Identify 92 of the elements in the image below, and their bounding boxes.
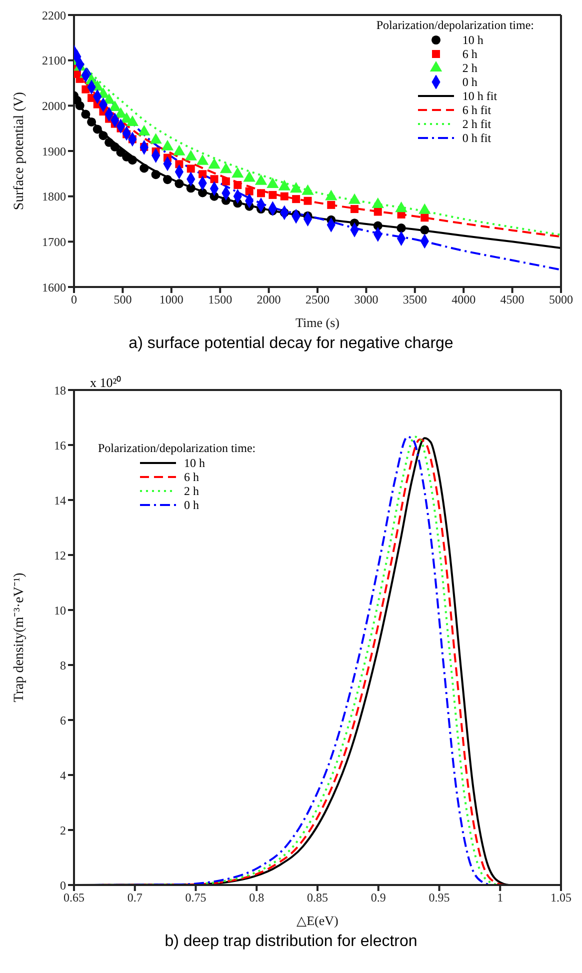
point	[420, 214, 429, 222]
legend-label: 0 h	[462, 74, 478, 90]
x-tick-label: 0.9	[370, 890, 386, 905]
legend-title: Polarization/depolarization time:	[376, 18, 534, 33]
y-tick-label: 0	[60, 878, 66, 892]
legend-label: 2 h	[184, 484, 199, 498]
x-tick-label: 1500	[208, 292, 232, 307]
x-tick-label: 4500	[500, 292, 524, 307]
x-tick-label: 0.75	[185, 890, 206, 905]
point	[116, 148, 126, 157]
y-axis-title: Surface potential (V)	[12, 92, 27, 210]
point	[292, 195, 300, 204]
x-tick-label: 0.8	[249, 890, 264, 905]
annotation: x 10²⁰	[90, 374, 122, 391]
point	[245, 187, 254, 196]
legend-label: 10 h	[462, 32, 484, 48]
point	[280, 192, 288, 200]
x-tick-label: 1	[497, 890, 504, 905]
point	[151, 170, 160, 180]
legend-label: 2 h fit	[462, 116, 492, 132]
point	[420, 225, 430, 234]
legend-label: 0 h fit	[462, 130, 492, 146]
point	[304, 196, 312, 205]
x-tick-label: 2500	[306, 292, 330, 307]
legend-label: 10 h	[184, 456, 205, 470]
point	[350, 205, 359, 214]
point	[98, 131, 108, 140]
y-tick-label: 1800	[42, 190, 66, 204]
y-tick-label: 2000	[42, 98, 66, 113]
point	[198, 170, 207, 178]
x-tick-label: 3500	[402, 292, 427, 307]
y-tick-label: 4	[60, 768, 66, 782]
x-tick-label: 0.95	[428, 890, 450, 905]
point	[92, 124, 102, 134]
point	[174, 179, 184, 188]
legend-label: 6 h	[184, 470, 199, 484]
x-tick-label: 0	[71, 292, 77, 307]
legend-label: 2 h	[462, 60, 478, 76]
y-tick-label: 12	[54, 548, 66, 562]
point	[198, 188, 208, 198]
y-tick-label: 2	[60, 823, 66, 838]
legend-label: 6 h fit	[462, 102, 492, 118]
y-axis-title: Trap density(m⁻³·eV⁻¹)	[12, 572, 27, 702]
point	[104, 138, 114, 147]
y-tick-label: 2200	[42, 8, 66, 22]
x-tick-label: 1000	[159, 292, 184, 307]
point	[208, 158, 220, 169]
x-tick-label: 3000	[354, 292, 378, 307]
x-tick-label: 500	[114, 292, 132, 307]
point	[110, 142, 120, 152]
x-tick-label: 4000	[452, 292, 476, 307]
x-tick-label: 0.7	[127, 890, 142, 905]
y-tick-label: 1600	[42, 280, 66, 294]
x-tick-label: 2000	[256, 292, 281, 307]
x-tick-label: 0.65	[64, 890, 84, 905]
x-axis-title: △E(eV)	[296, 913, 338, 928]
point	[396, 224, 406, 233]
point	[75, 101, 84, 110]
y-tick-label: 16	[54, 438, 66, 452]
point	[257, 189, 266, 198]
point	[222, 177, 230, 186]
x-tick-label: 5000	[549, 292, 573, 307]
y-tick-label: 18	[54, 383, 66, 398]
legend-label: 6 h	[462, 46, 478, 62]
point	[87, 117, 96, 126]
y-tick-label: 8	[60, 658, 66, 672]
point	[374, 208, 382, 216]
point	[162, 175, 172, 184]
y-tick-label: 14	[54, 493, 66, 508]
x-axis-title: Time (s)	[296, 315, 340, 330]
point	[186, 164, 195, 173]
point	[266, 178, 279, 188]
point	[327, 200, 336, 209]
text: b) deep trap distribution for electron	[164, 933, 418, 951]
point	[186, 184, 196, 193]
point	[210, 175, 218, 184]
legend-title: Polarization/depolarization time:	[98, 441, 256, 456]
y-tick-label: 10	[54, 603, 66, 618]
y-tick-label: 1700	[42, 234, 66, 249]
y-tick-label: 6	[60, 713, 66, 728]
point	[81, 110, 90, 119]
text: a) surface potential decay for negative charge	[128, 335, 454, 353]
legend-label: 0 h	[184, 498, 199, 512]
point	[268, 190, 277, 199]
point	[128, 156, 137, 165]
point	[234, 181, 242, 189]
x-tick-label: 1.05	[550, 890, 572, 905]
y-tick-label: 2100	[42, 54, 66, 68]
point	[140, 164, 149, 173]
x-tick-label: 0.85	[307, 890, 328, 905]
legend-label: 10 h fit	[462, 88, 498, 104]
y-tick-label: 1900	[42, 144, 66, 158]
